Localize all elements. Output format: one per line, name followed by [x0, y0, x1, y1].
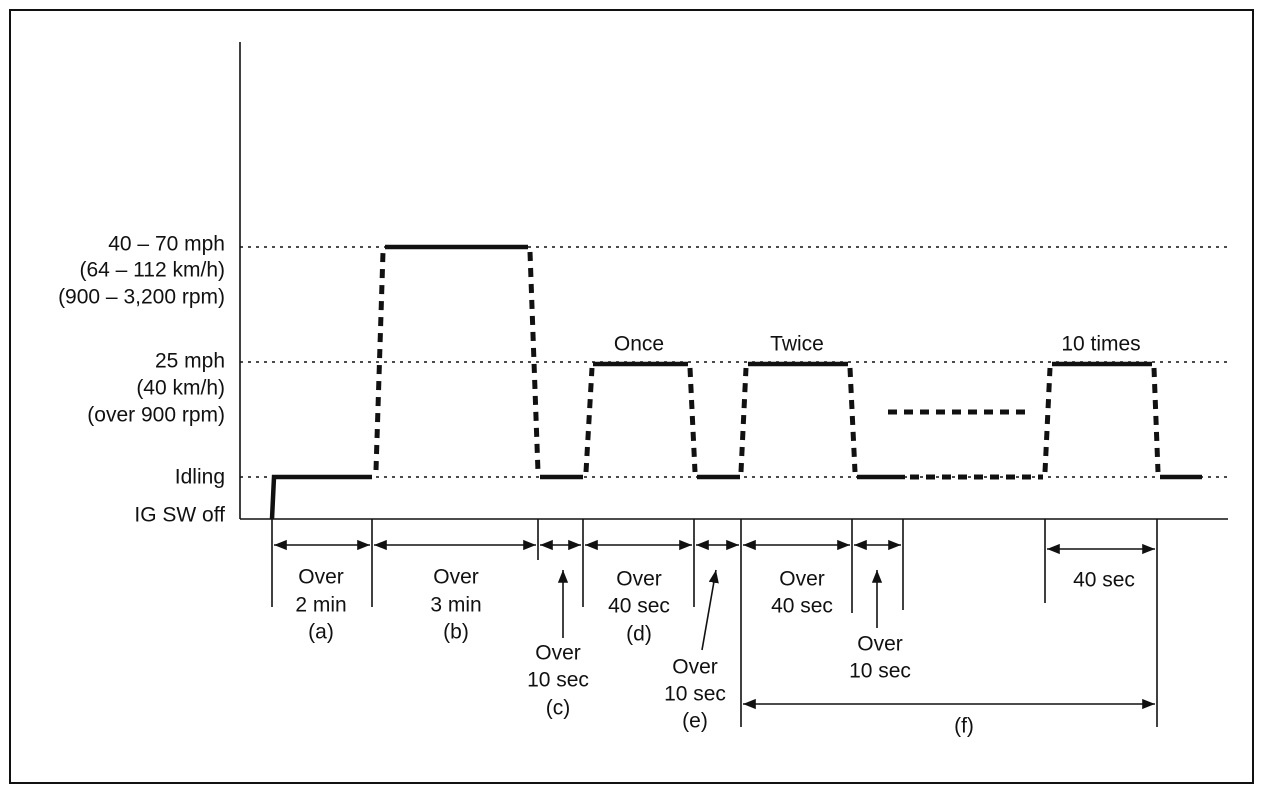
interval-label: 3 min	[430, 594, 481, 617]
interval-label: (a)	[308, 621, 334, 644]
labels: 40 – 70 mph (64 – 112 km/h) (900 – 3,200…	[58, 233, 1141, 738]
interval-label: 10 sec	[849, 660, 911, 683]
level-label: (over 900 rpm)	[87, 404, 225, 427]
interval-label: (d)	[626, 623, 652, 646]
level-label: (40 km/h)	[136, 377, 225, 400]
repeat-label: Twice	[770, 333, 824, 356]
interval-label: (c)	[546, 697, 571, 720]
interval-label: Over	[433, 566, 479, 589]
level-label: (900 – 3,200 rpm)	[58, 286, 225, 309]
interval-label: (b)	[443, 621, 469, 644]
interval-label: (e)	[682, 710, 708, 733]
interval-label: 10 sec	[664, 683, 726, 706]
interval-label: Over	[672, 656, 718, 679]
interval-label: 10 sec	[527, 669, 589, 692]
level-label: IG SW off	[134, 504, 225, 527]
interval-label: Over	[779, 568, 825, 591]
interval-label: 40 sec	[1073, 569, 1135, 592]
interval-label: Over	[535, 642, 581, 665]
interval-label: (f)	[954, 715, 974, 738]
interval-label: 2 min	[295, 594, 346, 617]
interval-label: Over	[857, 633, 903, 656]
interval-label: Over	[298, 566, 344, 589]
level-label: 40 – 70 mph	[108, 233, 225, 256]
interval-label: 40 sec	[771, 595, 833, 618]
interval-label: 40 sec	[608, 595, 670, 618]
axes	[239, 42, 1228, 520]
level-label: 25 mph	[155, 350, 225, 373]
repeat-label: Once	[614, 333, 664, 356]
frame	[9, 9, 1254, 784]
interval-label: Over	[616, 568, 662, 591]
level-label: Idling	[175, 466, 225, 489]
interval-markers	[271, 519, 1158, 727]
repeat-label: 10 times	[1061, 333, 1140, 356]
speed-pattern	[269, 244, 1202, 520]
level-label: (64 – 112 km/h)	[79, 259, 225, 282]
